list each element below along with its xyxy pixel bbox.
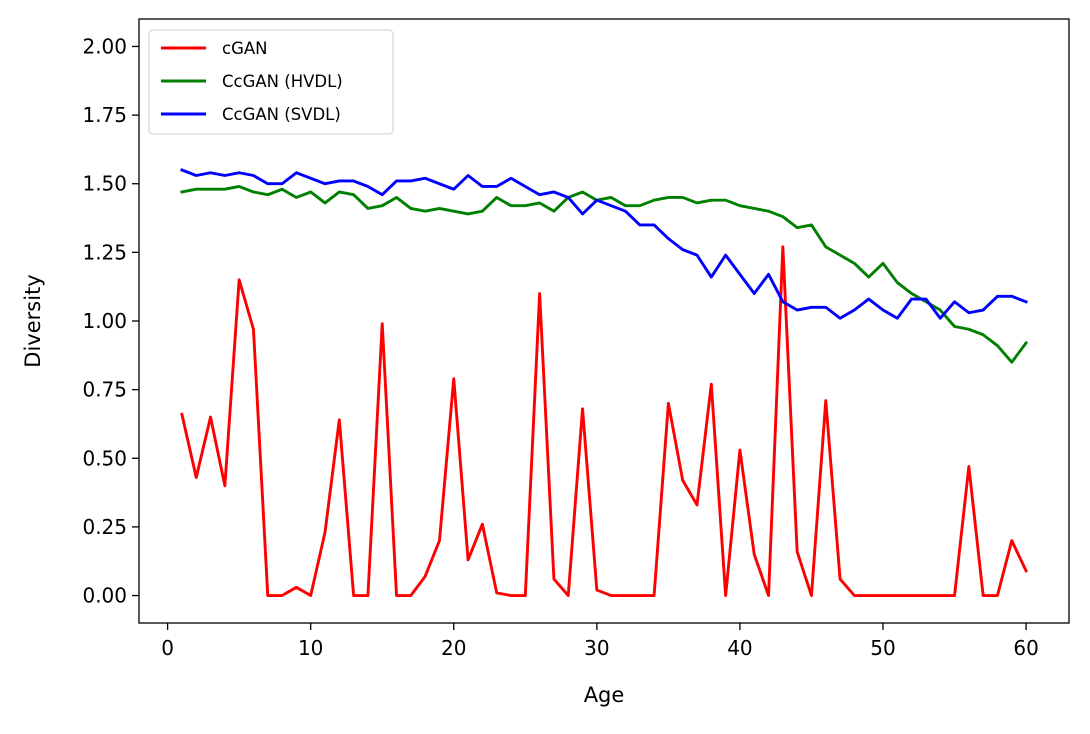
legend-box bbox=[148, 29, 394, 135]
legend: cGAN CcGAN (HVDL) CcGAN (SVDL) bbox=[148, 29, 394, 135]
x-tick-label: 40 bbox=[727, 636, 752, 660]
y-tick-label: 1.75 bbox=[82, 103, 127, 127]
y-axis-ticks: 0.00 0.25 0.50 0.75 1.00 1.25 1.50 1.75 2.00 bbox=[82, 34, 139, 608]
y-tick-label: 1.50 bbox=[82, 172, 127, 196]
series-line-1 bbox=[180, 185, 1029, 364]
y-tick-label: 0.00 bbox=[82, 584, 127, 608]
series-line-2 bbox=[180, 168, 1028, 320]
series-line-0 bbox=[180, 245, 1029, 597]
legend-label-2: CcGAN (SVDL) bbox=[222, 105, 341, 124]
y-tick-label: 0.25 bbox=[82, 515, 127, 539]
x-axis-ticks: 0 10 20 30 40 50 60 bbox=[161, 623, 1039, 660]
x-axis-label: Age bbox=[584, 683, 625, 707]
x-tick-label: 60 bbox=[1013, 636, 1038, 660]
y-tick-label: 2.00 bbox=[82, 34, 127, 58]
x-tick-label: 50 bbox=[870, 636, 895, 660]
y-tick-label: 1.00 bbox=[82, 309, 127, 333]
y-tick-label: 0.75 bbox=[82, 378, 127, 402]
y-tick-label: 1.25 bbox=[82, 240, 127, 264]
series-layer bbox=[180, 168, 1029, 597]
y-axis-label: Diversity bbox=[21, 274, 45, 367]
x-tick-label: 10 bbox=[298, 636, 323, 660]
legend-label-0: cGAN bbox=[222, 39, 268, 58]
x-tick-label: 0 bbox=[161, 636, 174, 660]
legend-label-1: CcGAN (HVDL) bbox=[222, 72, 343, 91]
y-tick-label: 0.50 bbox=[82, 446, 127, 470]
x-tick-label: 20 bbox=[441, 636, 466, 660]
x-tick-label: 30 bbox=[584, 636, 609, 660]
